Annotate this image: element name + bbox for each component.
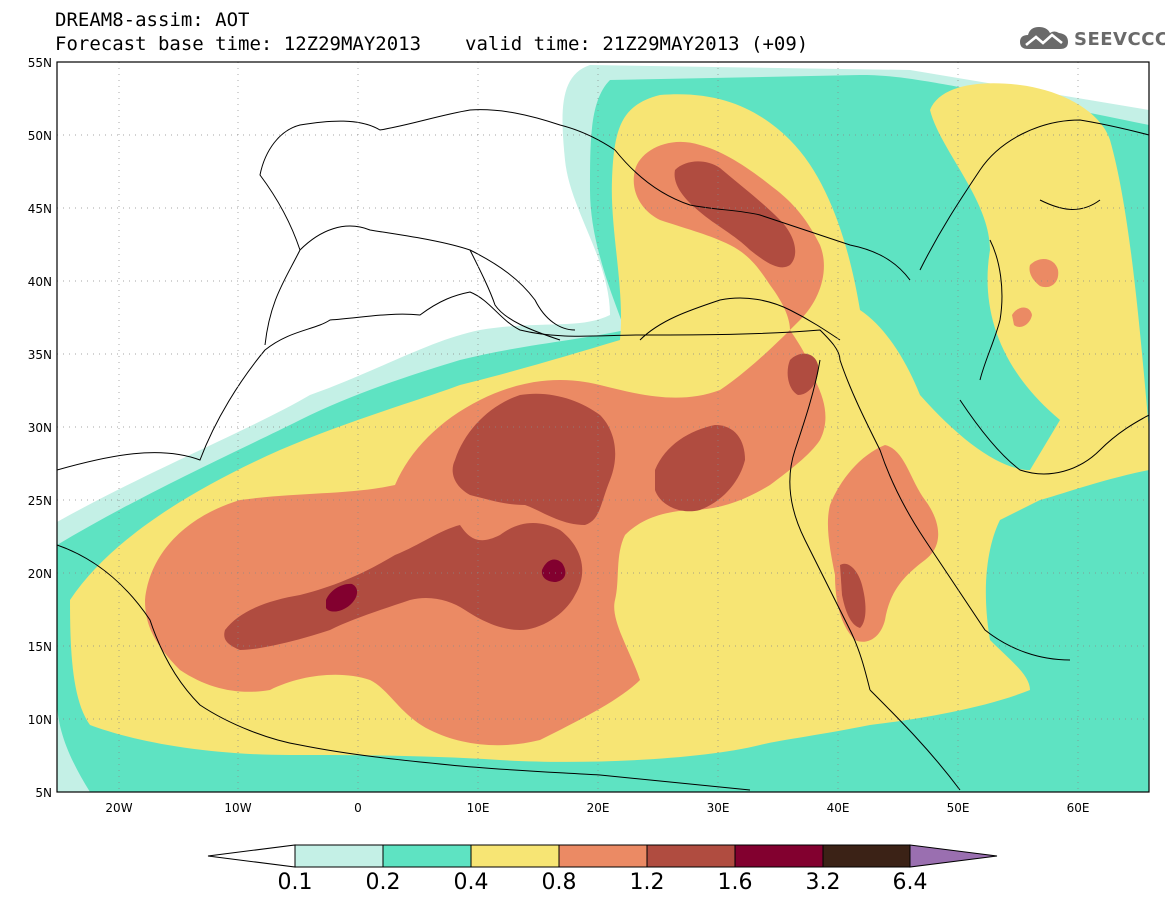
aot-band-1.6 bbox=[326, 583, 358, 612]
cloud-logo-icon bbox=[1020, 27, 1068, 49]
seevccc-logo: SEEVCCC bbox=[1018, 24, 1165, 54]
map-frame bbox=[56, 61, 1150, 793]
lon-tick-label: 40E bbox=[827, 801, 850, 815]
lon-tick-label: 10E bbox=[467, 801, 490, 815]
forecast-base-time: Forecast base time: 12Z29MAY2013 bbox=[55, 33, 422, 55]
lat-tick-label: 55N bbox=[28, 56, 52, 70]
lat-tick-label: 45N bbox=[28, 202, 52, 216]
lat-tick-label: 50N bbox=[28, 129, 52, 143]
colorbar-label: 0.8 bbox=[541, 870, 577, 895]
colorbar-label: 6.4 bbox=[892, 870, 928, 895]
lat-tick-label: 30N bbox=[28, 421, 52, 435]
valid-time: valid time: 21Z29MAY2013 (+09) bbox=[465, 33, 809, 55]
coastlines bbox=[57, 109, 1149, 791]
lon-tick-label: 30E bbox=[707, 801, 730, 815]
aot-band-1.2-egypt bbox=[655, 425, 745, 512]
colorbar-segment bbox=[734, 844, 824, 868]
lat-tick-label: 20N bbox=[28, 567, 52, 581]
lon-tick-label: 0 bbox=[354, 801, 362, 815]
lat-tick-label: 35N bbox=[28, 348, 52, 362]
grid-lines bbox=[57, 62, 1149, 792]
lat-axis: 55N 50N 45N 40N 35N 30N 25N 20N 15N 10N … bbox=[28, 56, 52, 800]
aot-band-1.2-libya bbox=[452, 393, 616, 525]
colorbar-label: 0.1 bbox=[277, 870, 313, 895]
aot-band-1.2 bbox=[224, 523, 583, 650]
colorbar-label: 3.2 bbox=[805, 870, 841, 895]
colorbar-under-arrow bbox=[207, 844, 296, 868]
lon-tick-label: 50E bbox=[947, 801, 970, 815]
colorbar bbox=[207, 844, 998, 868]
colorbar-over-arrow bbox=[909, 844, 998, 868]
colorbar-segment bbox=[294, 844, 384, 868]
aot-band-0.8-caspian bbox=[1029, 258, 1059, 288]
lon-tick-label: 20E bbox=[587, 801, 610, 815]
lon-axis: 20W 10W 0 10E 20E 30E 40E 50E 60E bbox=[105, 801, 1089, 815]
colorbar-segment bbox=[470, 844, 560, 868]
colorbar-label: 0.2 bbox=[365, 870, 401, 895]
aot-band-1.6-chad bbox=[541, 559, 566, 582]
aot-band-1.2-levant bbox=[787, 353, 819, 395]
aot-band-1.2-redsea bbox=[840, 563, 866, 628]
lat-tick-label: 5N bbox=[35, 786, 52, 800]
colorbar-segment bbox=[382, 844, 472, 868]
colorbar-label: 0.4 bbox=[453, 870, 489, 895]
colorbar-segment bbox=[822, 844, 911, 868]
map-subtitle: Forecast base time: 12Z29MAY2013 valid ti… bbox=[55, 33, 808, 55]
colorbar-segment bbox=[558, 844, 648, 868]
colorbar-label: 1.2 bbox=[629, 870, 665, 895]
lat-tick-label: 40N bbox=[28, 275, 52, 289]
lon-tick-label: 10W bbox=[224, 801, 251, 815]
lon-tick-label: 60E bbox=[1067, 801, 1090, 815]
aot-band-0.8-aral bbox=[1012, 307, 1032, 327]
aot-band-1.2-balkans bbox=[674, 161, 796, 268]
lat-tick-label: 25N bbox=[28, 494, 52, 508]
map-title: DREAM8-assim: AOT bbox=[55, 9, 250, 31]
lat-tick-label: 15N bbox=[28, 640, 52, 654]
aot-field bbox=[57, 65, 1149, 792]
colorbar-segment bbox=[646, 844, 736, 868]
logo-text: SEEVCCC bbox=[1074, 28, 1165, 50]
colorbar-label: 1.6 bbox=[717, 870, 753, 895]
lat-tick-label: 10N bbox=[28, 713, 52, 727]
lon-tick-label: 20W bbox=[105, 801, 132, 815]
